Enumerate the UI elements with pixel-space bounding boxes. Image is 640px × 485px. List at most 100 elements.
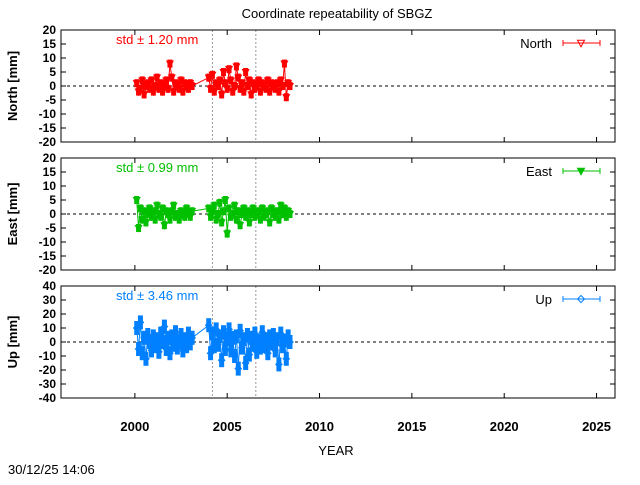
data-point-marker xyxy=(141,219,150,227)
data-point-marker xyxy=(285,82,295,91)
data-point-marker xyxy=(208,71,217,80)
data-point-marker xyxy=(267,339,276,348)
y-tick-label: 0 xyxy=(49,335,56,349)
data-point-marker xyxy=(217,356,226,365)
data-point-marker xyxy=(156,213,165,222)
data-point-marker xyxy=(241,359,250,367)
y-tick-label: -15 xyxy=(39,249,57,263)
plot-frame xyxy=(60,285,616,399)
data-point-marker xyxy=(276,329,285,338)
legend-label: East xyxy=(526,164,552,179)
data-point-marker xyxy=(232,63,241,71)
data-point-marker xyxy=(286,338,294,346)
data-point-marker xyxy=(280,60,289,69)
y-tick-label: 40 xyxy=(43,279,57,293)
data-point-marker xyxy=(188,82,197,91)
data-point-marker xyxy=(273,208,282,216)
data-point-marker xyxy=(178,88,187,97)
y-tick-label: 15 xyxy=(43,165,57,179)
std-label: std ± 3.46 mm xyxy=(116,288,198,303)
data-point-marker xyxy=(219,68,228,77)
data-point-marker xyxy=(164,85,173,94)
data-point-marker xyxy=(245,350,254,359)
y-tick-label: -5 xyxy=(45,221,56,235)
x-tick-label: 2000 xyxy=(120,419,149,434)
y-tick-label: 20 xyxy=(43,307,57,321)
data-point-marker xyxy=(182,205,191,213)
data-point-marker xyxy=(169,202,178,211)
x-tick-label: 2005 xyxy=(213,419,242,434)
data-point-marker xyxy=(213,210,222,219)
data-point-marker xyxy=(282,94,291,102)
data-point-marker xyxy=(228,210,237,219)
data-point-marker xyxy=(226,77,235,85)
data-point-marker xyxy=(217,219,226,227)
data-point-marker xyxy=(215,199,224,208)
data-point-marker xyxy=(221,345,230,353)
data-point-marker xyxy=(136,85,145,94)
data-point-marker xyxy=(245,219,254,227)
y-tick-label: -5 xyxy=(45,93,56,107)
data-point-marker xyxy=(167,74,176,83)
y-tick-label: 10 xyxy=(43,51,57,65)
x-tick-label: 2015 xyxy=(397,419,426,434)
data-point-marker xyxy=(274,216,283,225)
y-tick-label: 30 xyxy=(43,293,57,307)
data-point-marker xyxy=(210,88,219,97)
data-point-marker xyxy=(215,77,224,85)
data-point-marker xyxy=(576,167,586,176)
data-point-marker xyxy=(162,77,171,85)
data-point-marker xyxy=(271,346,280,355)
y-tick-label: 20 xyxy=(43,23,57,37)
y-tick-label: -10 xyxy=(39,107,57,121)
data-point-marker xyxy=(263,349,272,358)
y-axis-label: Up [mm] xyxy=(5,316,20,369)
std-label: std ± 0.99 mm xyxy=(116,160,198,175)
x-tick-label: 2025 xyxy=(582,419,611,434)
chart-title: Coordinate repeatability of SBGZ xyxy=(242,6,433,21)
y-tick-label: -40 xyxy=(39,391,57,405)
data-point-marker xyxy=(234,74,243,83)
y-tick-label: -10 xyxy=(39,349,57,363)
data-point-marker xyxy=(256,88,265,97)
data-point-marker xyxy=(236,326,245,335)
plot-frame xyxy=(60,29,616,143)
y-tick-label: -20 xyxy=(39,263,57,277)
data-point-marker xyxy=(232,216,241,225)
data-point-marker xyxy=(151,216,160,225)
data-point-marker xyxy=(134,224,143,233)
data-point-marker xyxy=(166,349,174,358)
y-tick-label: 10 xyxy=(43,321,57,335)
x-axis-label: YEAR xyxy=(318,443,353,458)
data-point-marker xyxy=(217,91,226,99)
data-point-marker xyxy=(265,88,274,97)
data-point-marker xyxy=(138,77,147,85)
data-point-marker xyxy=(212,325,221,334)
y-tick-label: 0 xyxy=(49,79,56,93)
data-point-marker xyxy=(230,82,239,91)
data-point-marker xyxy=(149,208,158,216)
data-point-marker xyxy=(136,318,145,327)
x-tick-label: 2010 xyxy=(305,419,334,434)
data-point-marker xyxy=(142,354,150,363)
data-point-marker xyxy=(230,352,239,360)
data-point-marker xyxy=(219,208,228,216)
data-point-marker xyxy=(165,216,174,225)
data-point-marker xyxy=(237,80,247,88)
data-point-marker xyxy=(274,88,283,97)
y-tick-label: 20 xyxy=(43,151,57,165)
legend-label: North xyxy=(520,36,552,51)
data-point-marker xyxy=(165,60,174,69)
data-point-marker xyxy=(171,328,180,337)
data-point-marker xyxy=(282,354,291,363)
y-axis-label: North [mm] xyxy=(5,51,20,121)
y-tick-label: 5 xyxy=(49,193,56,207)
data-point-marker xyxy=(221,80,230,88)
data-point-marker xyxy=(250,329,259,338)
data-point-marker xyxy=(204,321,213,330)
data-point-marker xyxy=(576,294,586,304)
data-point-marker xyxy=(223,230,232,239)
data-point-marker xyxy=(223,85,232,94)
data-point-marker xyxy=(249,205,258,213)
timestamp: 30/12/25 14:06 xyxy=(8,462,95,477)
